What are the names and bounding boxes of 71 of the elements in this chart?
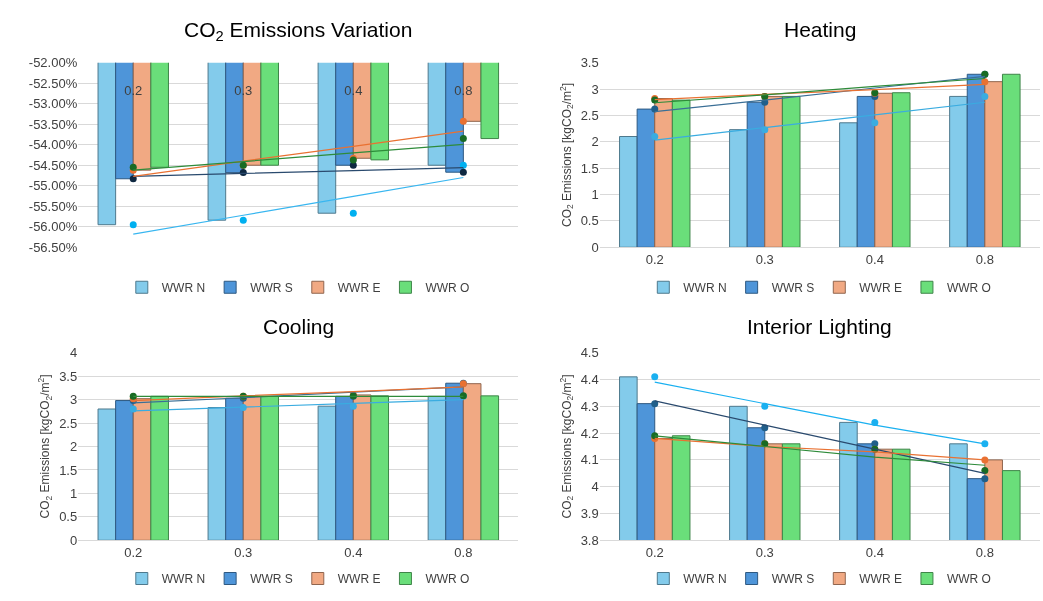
y-tick-label: -52.00% <box>28 55 78 71</box>
y-tick-label: 0.5 <box>580 213 599 229</box>
y-tick-label: -52.50% <box>28 75 78 91</box>
legend-label: WWR O <box>946 572 991 587</box>
legend-label: WWR N <box>683 572 727 587</box>
x-tick-label: 0.8 <box>975 544 994 560</box>
chart-title: Interior Lighting <box>747 315 892 338</box>
y-tick-label: 0.5 <box>59 509 78 525</box>
y-tick-label: -54.50% <box>28 157 78 173</box>
x-tick-label: 0.8 <box>454 83 473 99</box>
legend-label: WWR N <box>161 572 206 587</box>
x-tick-label: 0.3 <box>234 544 253 560</box>
y-tick-label: 2.5 <box>580 107 599 123</box>
y-tick-label: 4.4 <box>580 372 599 388</box>
y-tick-label: 4.5 <box>580 345 599 361</box>
y-tick-label: 3 <box>591 81 599 97</box>
x-tick-label: 0.2 <box>645 544 664 560</box>
legend-label: WWR S <box>250 280 293 295</box>
y-tick-label: 1.5 <box>580 160 599 176</box>
y-tick-label: 3.8 <box>580 532 599 548</box>
legend-label: WWR E <box>337 572 381 587</box>
y-tick-label: 1 <box>591 187 599 203</box>
y-tick-label: -55.00% <box>28 178 78 194</box>
y-tick-label: 3.5 <box>580 55 599 71</box>
y-tick-label: -55.50% <box>28 198 78 214</box>
y-tick-label: 4.1 <box>580 452 599 468</box>
legend-label: WWR O <box>946 280 991 295</box>
legend-label: WWR O <box>425 280 470 295</box>
y-tick-label: 1.5 <box>59 462 78 478</box>
x-tick-label: 0.2 <box>645 251 664 267</box>
y-tick-label: -53.50% <box>28 116 78 132</box>
legend-label: WWR E <box>337 280 381 295</box>
x-tick-label: 0.8 <box>975 251 994 267</box>
legend-label: WWR O <box>425 572 470 587</box>
y-tick-label: 0 <box>69 532 78 548</box>
legend-label: WWR S <box>771 280 815 295</box>
y-tick-label: -56.00% <box>28 219 78 235</box>
chart-title: Cooling <box>263 315 335 338</box>
y-tick-label: 0 <box>591 239 599 255</box>
legend-label: WWR E <box>859 572 902 587</box>
y-tick-label: 2 <box>69 439 78 455</box>
y-tick-label: 3.5 <box>59 368 78 384</box>
x-tick-label: 0.2 <box>124 544 143 560</box>
x-tick-label: 0.4 <box>344 544 363 560</box>
y-tick-label: 3.9 <box>580 506 599 522</box>
y-tick-label: -54.00% <box>28 137 78 153</box>
x-tick-label: 0.3 <box>755 251 774 267</box>
legend-label: WWR S <box>771 572 815 587</box>
x-tick-label: 0.4 <box>865 251 884 267</box>
x-tick-label: 0.4 <box>344 83 363 99</box>
x-tick-label: 0.2 <box>124 83 143 99</box>
y-tick-label: 4 <box>591 479 599 495</box>
y-tick-label: 3 <box>69 392 78 408</box>
chart-title: Heating <box>784 18 857 41</box>
chart-title: CO$_{2}$ Emissions Variation <box>184 18 413 45</box>
legend-label: WWR E <box>859 280 902 295</box>
y-tick-label: -56.50% <box>28 239 78 255</box>
x-tick-label: 0.3 <box>234 83 253 99</box>
legend-label: WWR S <box>250 572 293 587</box>
y-tick-label: 4.3 <box>580 398 599 414</box>
legend-label: WWR N <box>683 280 727 295</box>
y-tick-label: 1 <box>69 485 78 501</box>
x-tick-label: 0.4 <box>865 544 884 560</box>
y-tick-label: 2.5 <box>59 415 78 431</box>
y-tick-label: 4.2 <box>580 425 599 441</box>
legend-label: WWR N <box>161 280 206 295</box>
y-tick-label: 2 <box>591 134 599 150</box>
x-tick-label: 0.3 <box>755 544 774 560</box>
y-tick-label: 4 <box>69 345 78 361</box>
y-tick-label: -53.00% <box>28 96 78 112</box>
x-tick-label: 0.8 <box>454 544 473 560</box>
